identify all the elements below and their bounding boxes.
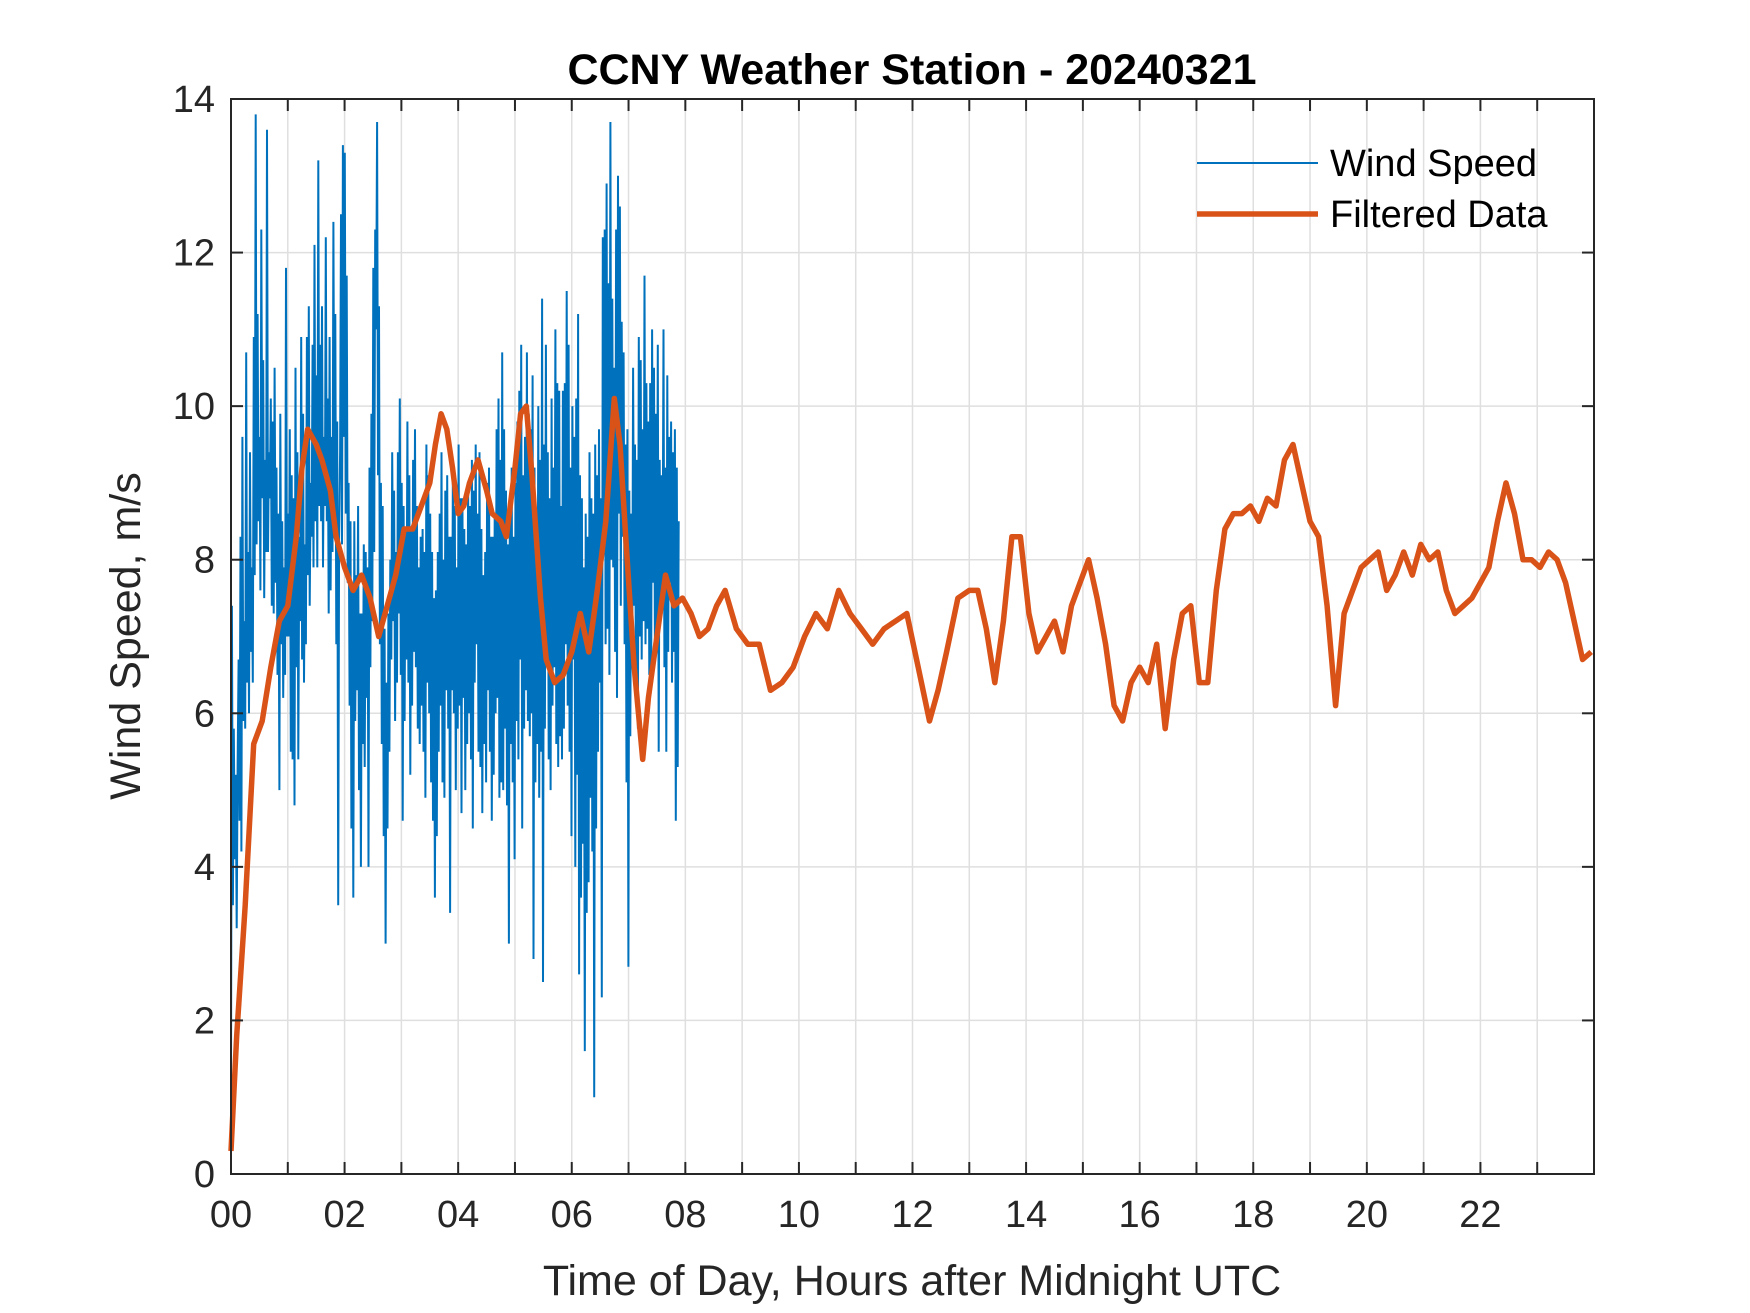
y-axis-label: Wind Speed, m/s — [102, 472, 150, 799]
x-tick-label: 04 — [437, 1194, 479, 1236]
legend-label-filtered-data: Filtered Data — [1330, 194, 1548, 236]
x-tick-label: 16 — [1119, 1194, 1161, 1236]
y-tick-label: 14 — [173, 79, 215, 121]
x-tick-label: 06 — [551, 1194, 593, 1236]
x-tick-label: 18 — [1232, 1194, 1274, 1236]
x-tick-label: 20 — [1346, 1194, 1388, 1236]
x-tick-label: 00 — [210, 1194, 252, 1236]
x-tick-label: 02 — [323, 1194, 365, 1236]
y-tick-label: 12 — [173, 233, 215, 275]
y-tick-label: 8 — [194, 540, 215, 582]
y-tick-label: 10 — [173, 386, 215, 428]
series-line-filtered-data — [228, 395, 1594, 1152]
series-layer — [228, 114, 1594, 1152]
x-tick-label: 22 — [1459, 1194, 1501, 1236]
x-axis-label: Time of Day, Hours after Midnight UTC — [543, 1257, 1281, 1305]
y-tick-label: 2 — [194, 1000, 215, 1042]
x-tick-label: 08 — [664, 1194, 706, 1236]
chart-title: CCNY Weather Station - 20240321 — [567, 46, 1256, 94]
grid-lines — [231, 99, 1594, 1174]
y-tick-label: 6 — [194, 693, 215, 735]
x-tick-label: 12 — [891, 1194, 933, 1236]
y-tick-label: 0 — [194, 1154, 215, 1196]
y-tick-label: 4 — [194, 847, 215, 889]
x-tick-label: 10 — [778, 1194, 820, 1236]
legend-label-wind-speed: Wind Speed — [1330, 143, 1537, 185]
x-tick-label: 14 — [1005, 1194, 1047, 1236]
legend: Wind Speed Filtered Data — [1197, 143, 1548, 236]
